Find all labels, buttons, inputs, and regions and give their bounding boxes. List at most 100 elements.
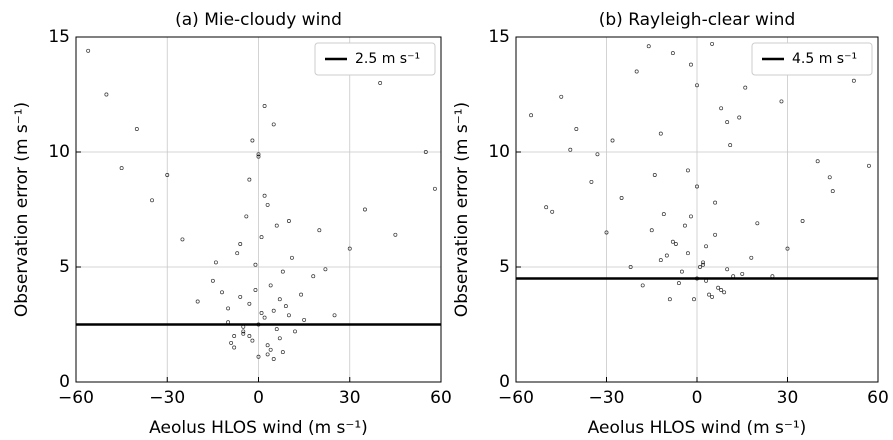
x-tick-label: 0 bbox=[692, 388, 703, 408]
scatter-point bbox=[689, 62, 693, 67]
scatter-point bbox=[695, 83, 699, 88]
scatter-point bbox=[256, 154, 261, 159]
scatter-point bbox=[704, 244, 709, 249]
scatter-point bbox=[529, 113, 534, 118]
y-axis-label: Observation error (m s⁻¹) bbox=[12, 102, 32, 317]
scatter-point bbox=[550, 209, 555, 214]
scatter-point bbox=[256, 354, 261, 359]
scatter-point bbox=[610, 138, 615, 143]
scatter-point bbox=[286, 313, 291, 318]
scatter-point bbox=[719, 288, 724, 292]
scatter-point bbox=[827, 175, 832, 180]
scatter-point bbox=[634, 69, 639, 74]
scatter-point bbox=[710, 41, 715, 46]
scatter-point bbox=[652, 173, 657, 177]
x-axis-label: Aeolus HLOS wind (m s⁻¹) bbox=[149, 418, 368, 438]
panel-title: (a) Mie-cloudy wind bbox=[175, 10, 342, 30]
scatter-point bbox=[86, 48, 91, 53]
scatter-point bbox=[679, 269, 684, 274]
legend-label: 4.5 m s⁻¹ bbox=[792, 51, 857, 67]
scatter-point bbox=[713, 232, 718, 237]
scatter-point bbox=[332, 313, 337, 318]
y-tick-label: 5 bbox=[59, 257, 70, 277]
scatter-point bbox=[280, 269, 285, 274]
scatter-point bbox=[277, 336, 282, 341]
scatter-point bbox=[725, 267, 730, 272]
scatter-point bbox=[589, 179, 594, 184]
scatter-point bbox=[692, 297, 696, 302]
x-tick-label: 30 bbox=[339, 388, 361, 408]
scatter-point bbox=[701, 260, 705, 265]
scatter-point bbox=[265, 202, 270, 207]
scatter-point bbox=[238, 242, 243, 246]
x-tick-label: −30 bbox=[589, 388, 625, 408]
scatter-point bbox=[574, 127, 579, 131]
scatter-point bbox=[649, 228, 654, 233]
x-tick-label: −60 bbox=[498, 388, 534, 408]
scatter-point bbox=[640, 283, 645, 288]
scatter-point bbox=[250, 138, 255, 143]
scatter-point bbox=[274, 327, 279, 332]
y-tick-label: 15 bbox=[488, 27, 510, 47]
x-axis-label: Aeolus HLOS wind (m s⁻¹) bbox=[588, 418, 807, 438]
y-axis-label: Observation error (m s⁻¹) bbox=[452, 102, 472, 317]
y-tick-label: 0 bbox=[59, 372, 70, 392]
scatter-point bbox=[280, 350, 285, 355]
x-tick-label: 0 bbox=[253, 388, 264, 408]
scatter-point bbox=[265, 343, 270, 348]
scatter-point bbox=[544, 205, 549, 210]
scatter-point bbox=[268, 283, 273, 288]
scatter-point bbox=[293, 329, 297, 334]
scatter-point bbox=[728, 143, 733, 148]
scatter-point bbox=[743, 85, 748, 90]
scatter-point bbox=[311, 274, 316, 279]
scatter-point bbox=[247, 334, 252, 338]
scatter-point bbox=[104, 92, 109, 97]
plot-frame bbox=[75, 36, 442, 383]
scatter-point bbox=[271, 357, 276, 361]
scatter-point bbox=[559, 94, 564, 99]
scatter-point bbox=[226, 306, 231, 311]
x-tick-label: 60 bbox=[867, 388, 889, 408]
scatter-point bbox=[867, 163, 871, 168]
scatter-point bbox=[722, 290, 727, 295]
scatter-point bbox=[262, 193, 267, 198]
y-tick-label: 10 bbox=[488, 142, 510, 162]
scatter-point bbox=[256, 152, 261, 157]
scatter-point bbox=[670, 239, 675, 244]
scatter-point bbox=[710, 294, 715, 299]
scatter-point bbox=[673, 242, 678, 246]
panel-title: (b) Rayleigh-clear wind bbox=[599, 10, 796, 30]
x-tick-label: −30 bbox=[149, 388, 185, 408]
scatter-point bbox=[247, 177, 252, 182]
scatter-point bbox=[250, 338, 255, 343]
x-tick-label: 30 bbox=[777, 388, 799, 408]
scatter-point bbox=[253, 288, 258, 292]
scatter-point bbox=[670, 51, 675, 56]
scatter-point bbox=[290, 255, 294, 260]
scatter-point bbox=[628, 265, 633, 269]
scatter-point bbox=[423, 150, 428, 154]
scatter-point bbox=[271, 308, 276, 313]
scatter-point bbox=[667, 297, 672, 302]
scatter-point bbox=[268, 347, 273, 352]
scatter-point bbox=[695, 184, 699, 189]
scatter-point bbox=[302, 317, 307, 322]
scatter-point bbox=[262, 315, 267, 320]
scatter-point bbox=[347, 246, 352, 251]
scatter-point bbox=[719, 106, 724, 111]
x-tick-label: −60 bbox=[58, 388, 94, 408]
scatter-point bbox=[432, 186, 437, 191]
scatter-point bbox=[716, 285, 721, 290]
scatter-point bbox=[241, 331, 246, 336]
scatter-point bbox=[568, 147, 573, 152]
scatter-point bbox=[232, 334, 237, 338]
scatter-point bbox=[150, 198, 154, 203]
y-tick-label: 15 bbox=[48, 27, 70, 47]
scatter-point bbox=[259, 311, 264, 315]
scatter-point bbox=[286, 219, 291, 223]
scatter-point bbox=[619, 196, 624, 200]
scatter-point bbox=[664, 253, 669, 258]
scatter-point bbox=[238, 294, 243, 299]
scatter-point bbox=[698, 265, 702, 269]
